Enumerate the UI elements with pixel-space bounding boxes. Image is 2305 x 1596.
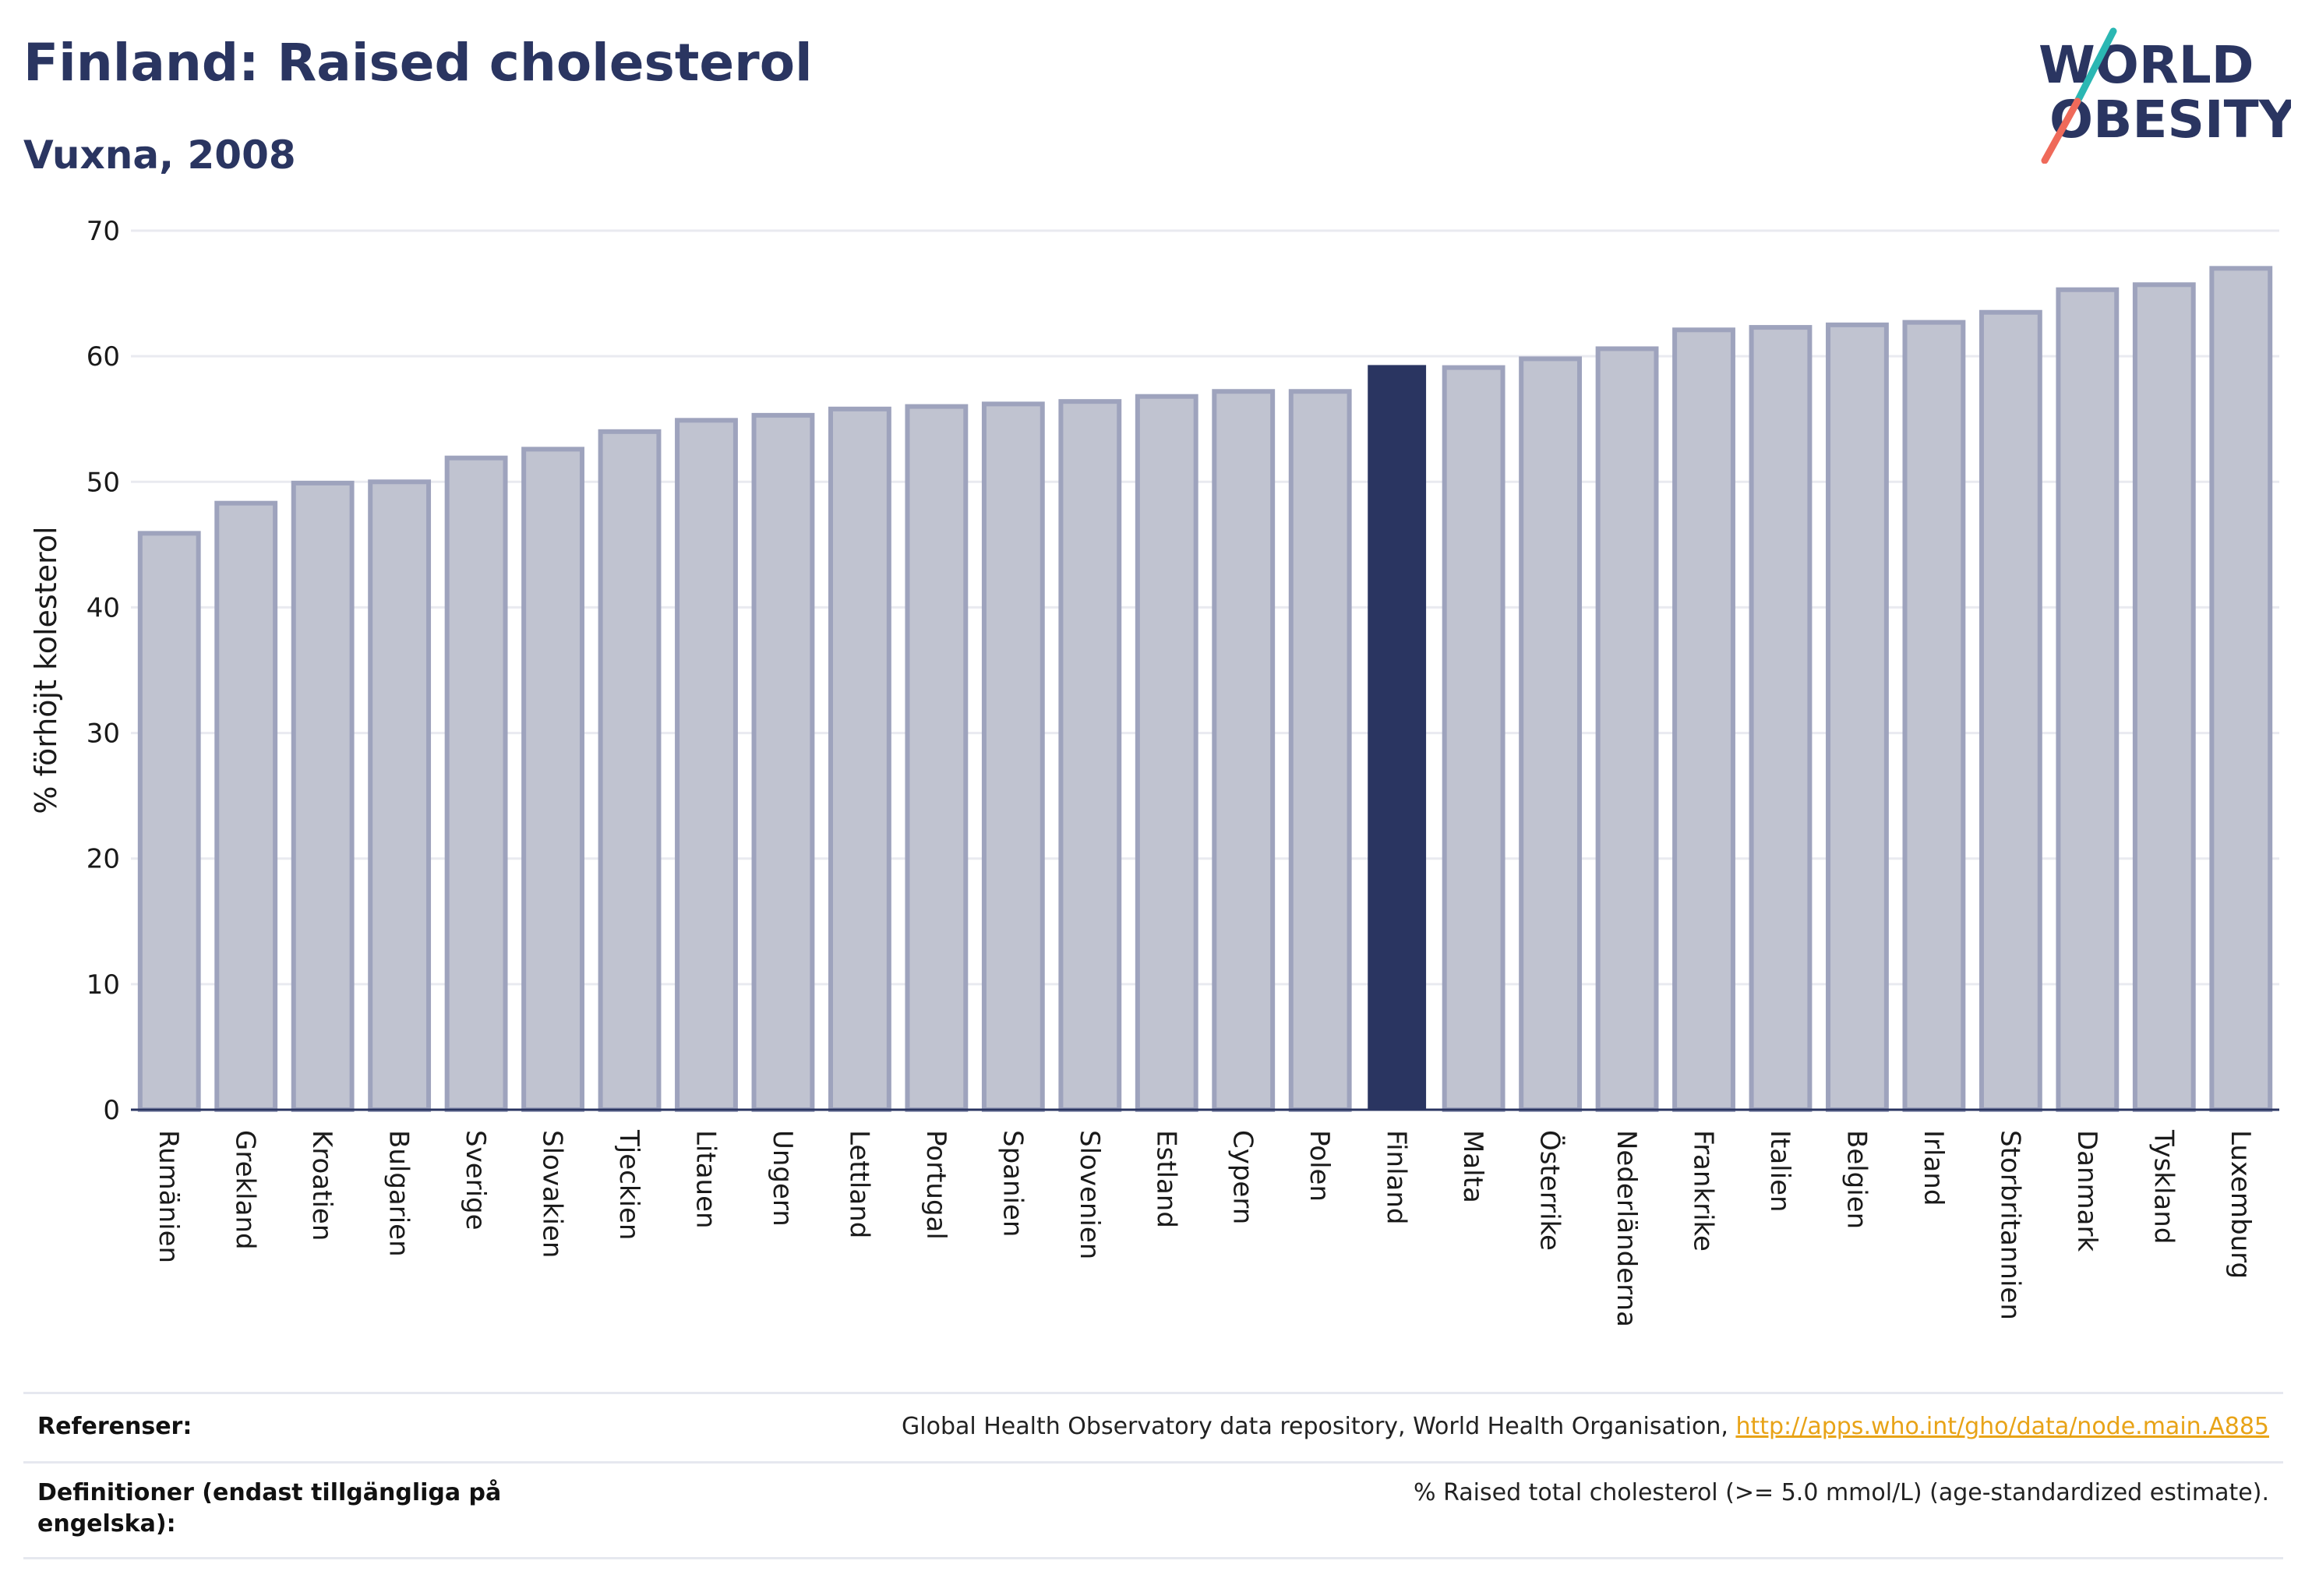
bar-sverige[interactable] [444, 455, 508, 1112]
bar-slovenien[interactable] [1058, 399, 1122, 1112]
x-tick-label: Litauen [690, 1130, 721, 1229]
bar-tjeckien[interactable] [598, 429, 662, 1112]
x-tick-label: Grekland [230, 1130, 261, 1250]
bar-polen[interactable] [1288, 389, 1352, 1112]
x-tick-label: Polen [1304, 1130, 1335, 1202]
y-tick-label: 0 [103, 1095, 120, 1126]
bar-litauen[interactable] [675, 418, 738, 1112]
y-tick-label: 40 [86, 592, 120, 623]
chart-title: Finland: Raised cholesterol [23, 33, 813, 93]
x-tick-label: Estland [1150, 1130, 1181, 1228]
y-tick-label: 20 [86, 844, 120, 875]
x-tick-label: Österrike [1534, 1130, 1566, 1251]
bar-storbritannien[interactable] [1978, 309, 2042, 1112]
y-tick-label: 50 [86, 467, 120, 498]
bar-estland[interactable] [1135, 394, 1198, 1112]
svg-text:WORLD: WORLD [2038, 35, 2254, 95]
bar-cypern[interactable] [1212, 389, 1276, 1112]
bar-tyskland[interactable] [2132, 282, 2196, 1113]
definitions-row: Definitioner (endast tillgängliga på eng… [23, 1461, 2283, 1559]
y-tick-label: 10 [86, 969, 120, 1001]
bar-frankrike[interactable] [1672, 327, 1735, 1112]
chart-subtitle: Vuxna, 2008 [23, 132, 296, 178]
bar-grekland[interactable] [214, 500, 278, 1112]
x-tick-label: Bulgarien [383, 1130, 415, 1257]
x-tick-label: Slovakien [537, 1130, 568, 1258]
x-tick-label: Luxemburg [2225, 1130, 2256, 1279]
x-tick-label: Frankrike [1688, 1130, 1719, 1252]
y-axis-label: % förhöjt kolesterol [29, 526, 63, 814]
x-tick-label: Sverige [460, 1130, 491, 1231]
references-row: Referenser: Global Health Observatory da… [23, 1392, 2283, 1461]
references-value: Global Health Observatory data repositor… [902, 1411, 2269, 1442]
bar-finland[interactable] [1368, 365, 1427, 1110]
references-link[interactable]: http://apps.who.int/gho/data/node.main.A… [1735, 1413, 2269, 1440]
x-tick-label: Finland [1381, 1130, 1412, 1225]
x-tick-label: Cypern [1227, 1130, 1258, 1224]
references-label: Referenser: [37, 1413, 192, 1440]
bar-nederländerna[interactable] [1595, 346, 1659, 1112]
bar-bulgarien[interactable] [368, 479, 432, 1112]
bar-luxemburg[interactable] [2209, 266, 2273, 1112]
x-tick-label: Belgien [1841, 1130, 1872, 1229]
bar-spanien[interactable] [981, 401, 1045, 1112]
bar-belgien[interactable] [1826, 322, 1889, 1113]
svg-text:OBESITY: OBESITY [2049, 90, 2291, 150]
bar-chart: 0 10 20 30 40 50 60 70 Rumänien Grekland Kroatien B… [29, 216, 2279, 1327]
x-tick-label: Portugal [920, 1130, 951, 1240]
x-tick-label: Irland [1918, 1130, 1949, 1206]
bar-kroatien[interactable] [291, 480, 355, 1112]
bar-ungern[interactable] [751, 412, 815, 1112]
bar-österrike[interactable] [1519, 356, 1583, 1112]
axes: 0 10 20 30 40 50 60 70 Rumänien Grekland Kroatien B… [29, 216, 2279, 1327]
bars [137, 266, 2273, 1113]
bar-portugal[interactable] [905, 404, 969, 1112]
definitions-label: Definitioner (endast tillgängliga på eng… [37, 1479, 502, 1538]
y-tick-label: 60 [86, 341, 120, 373]
x-tick-label: Italien [1764, 1130, 1795, 1213]
x-tick-label: Rumänien [153, 1130, 184, 1263]
x-tick-label: Tjeckien [613, 1129, 644, 1240]
bar-malta[interactable] [1442, 365, 1505, 1113]
bar-slovakien[interactable] [521, 447, 584, 1112]
x-tick-label: Nederländerna [1611, 1130, 1642, 1327]
x-tick-label: Storbritannien [1994, 1130, 2025, 1320]
x-tick-label: Tyskland [2148, 1129, 2179, 1244]
bar-danmark[interactable] [2056, 287, 2120, 1112]
y-tick-label: 70 [86, 216, 120, 247]
world-obesity-logo: WORLD OBESITY [2038, 27, 2291, 164]
bar-lettland[interactable] [828, 406, 891, 1112]
x-tick-label: Ungern [767, 1130, 798, 1227]
definitions-value: % Raised total cholesterol (>= 5.0 mmol/… [1414, 1479, 2269, 1506]
x-tick-label: Malta [1457, 1130, 1488, 1203]
bar-italien[interactable] [1749, 325, 1813, 1112]
x-tick-label: Danmark [2071, 1130, 2102, 1252]
x-tick-label: Slovenien [1074, 1130, 1105, 1259]
chart-footer: Referenser: Global Health Observatory da… [23, 1392, 2283, 1559]
x-tick-label: Lettland [843, 1130, 874, 1238]
bar-irland[interactable] [1902, 320, 1966, 1112]
references-text: Global Health Observatory data repositor… [902, 1413, 1736, 1440]
x-tick-label: Spanien [997, 1130, 1028, 1237]
x-tick-label: Kroatien [306, 1130, 337, 1241]
bar-rumänien[interactable] [137, 531, 201, 1112]
y-tick-label: 30 [86, 719, 120, 750]
